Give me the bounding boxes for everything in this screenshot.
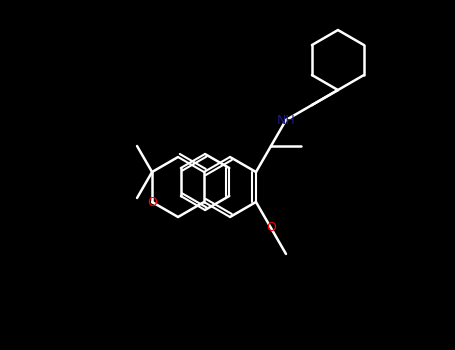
Text: O: O [266, 222, 276, 235]
Text: NH: NH [277, 113, 295, 127]
Text: O: O [147, 196, 157, 209]
